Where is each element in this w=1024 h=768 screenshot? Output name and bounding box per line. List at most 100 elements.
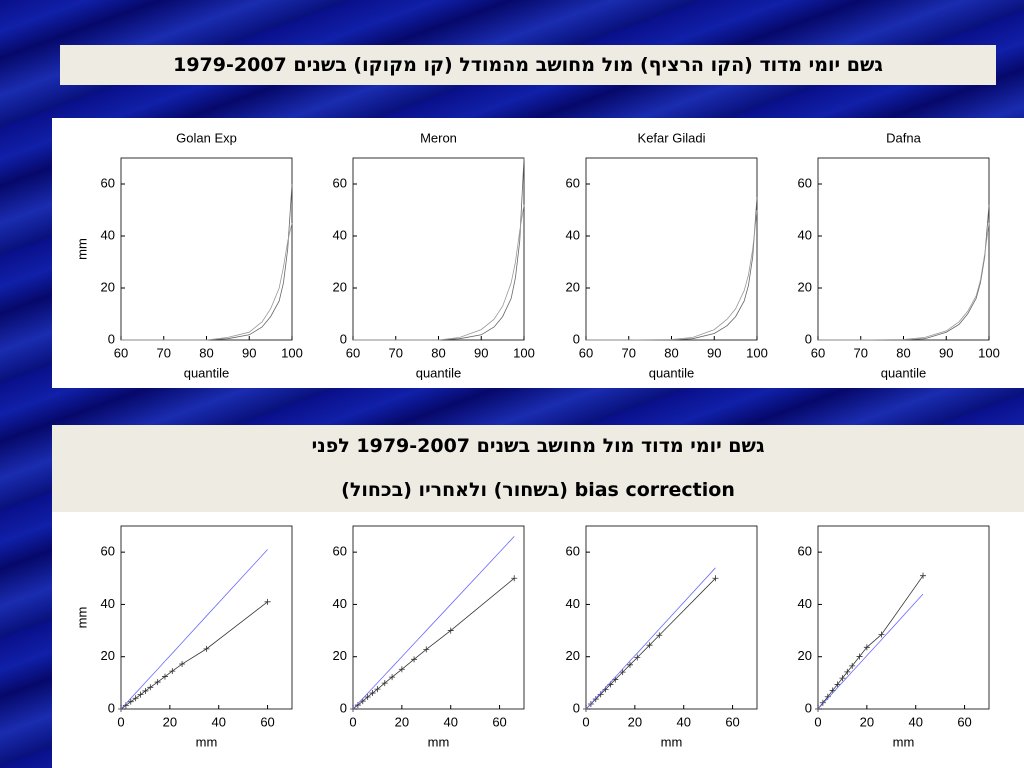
series-line — [818, 204, 990, 341]
plot-frame — [352, 525, 525, 710]
marker — [132, 695, 139, 702]
title-bottom: גשם יומי מדוד מול מחושב בשנים 1979-2007 … — [52, 425, 1024, 512]
marker — [839, 675, 846, 682]
marker — [878, 631, 885, 638]
x-tick-label: 60 — [260, 714, 274, 729]
x-tick-label: 60 — [725, 714, 739, 729]
panel-bottom — [52, 512, 1024, 768]
y-axis-label: mm — [74, 607, 89, 629]
series-line — [586, 209, 758, 341]
x-tick-label: 100 — [513, 345, 535, 360]
x-tick-label: 60 — [811, 345, 825, 360]
series-line — [120, 601, 268, 710]
series-line — [121, 183, 293, 341]
y-tick-label: 60 — [333, 175, 347, 190]
chart-title: Kefar Giladi — [638, 130, 706, 145]
x-tick-label: 40 — [211, 714, 225, 729]
series-line — [121, 222, 293, 341]
series-line — [120, 549, 268, 710]
marker — [154, 679, 161, 686]
x-tick-label: 0 — [582, 714, 589, 729]
marker — [179, 661, 186, 668]
x-tick-label: 70 — [157, 345, 171, 360]
marker — [142, 687, 149, 694]
y-tick-label: 20 — [333, 648, 347, 663]
panel-top — [52, 118, 1024, 388]
y-tick-label: 40 — [798, 596, 812, 611]
marker — [364, 693, 371, 700]
marker — [626, 661, 633, 668]
y-tick-label: 40 — [798, 227, 812, 242]
y-tick-label: 20 — [798, 648, 812, 663]
y-tick-label: 20 — [101, 279, 115, 294]
marker — [597, 691, 604, 698]
x-axis-label: mm — [428, 734, 450, 749]
marker — [147, 684, 154, 691]
y-tick-label: 40 — [566, 227, 580, 242]
x-tick-label: 60 — [346, 345, 360, 360]
y-tick-label: 0 — [108, 331, 115, 346]
marker — [712, 575, 719, 582]
x-tick-label: 70 — [389, 345, 403, 360]
y-tick-label: 0 — [573, 331, 580, 346]
marker — [447, 627, 454, 634]
x-tick-label: 20 — [395, 714, 409, 729]
y-tick-label: 60 — [566, 544, 580, 559]
y-tick-label: 40 — [566, 596, 580, 611]
y-tick-label: 0 — [573, 700, 580, 715]
y-tick-label: 60 — [566, 175, 580, 190]
x-tick-label: 0 — [349, 714, 356, 729]
y-tick-label: 60 — [333, 544, 347, 559]
y-tick-label: 0 — [340, 331, 347, 346]
y-tick-label: 40 — [101, 227, 115, 242]
y-tick-label: 20 — [566, 279, 580, 294]
marker — [264, 598, 271, 605]
y-tick-label: 20 — [101, 648, 115, 663]
marker — [354, 702, 361, 709]
series-line — [353, 204, 525, 341]
y-tick-label: 40 — [101, 596, 115, 611]
x-axis-label: quantile — [649, 365, 695, 380]
plot-frame — [817, 525, 990, 710]
title-bottom-line: גשם יומי מדוד מול מחושב בשנים 1979-2007 … — [311, 435, 765, 457]
x-tick-label: 0 — [814, 714, 821, 729]
x-tick-label: 60 — [114, 345, 128, 360]
marker — [423, 646, 430, 653]
marker — [137, 691, 144, 698]
marker — [856, 653, 863, 660]
series-line — [352, 536, 515, 710]
marker — [920, 572, 927, 579]
y-tick-label: 0 — [805, 331, 812, 346]
y-tick-label: 60 — [101, 544, 115, 559]
y-tick-label: 60 — [798, 544, 812, 559]
x-tick-label: 90 — [707, 345, 721, 360]
series-line — [817, 575, 924, 710]
marker — [374, 686, 381, 693]
plot-frame — [120, 157, 293, 341]
title-bottom-line: bias correction (בשחור) ולאחריו (בכחול) — [341, 479, 735, 501]
marker — [381, 680, 388, 687]
plot-frame — [585, 525, 758, 710]
plot-frame — [817, 157, 990, 341]
title-top: גשם יומי מדוד (הקו הרציף) מול מחושב מהמו… — [60, 45, 996, 85]
y-axis-label: mm — [74, 238, 89, 260]
marker — [369, 690, 376, 697]
x-tick-label: 80 — [431, 345, 445, 360]
x-axis-label: mm — [661, 734, 683, 749]
x-tick-label: 40 — [676, 714, 690, 729]
x-tick-label: 60 — [579, 345, 593, 360]
x-axis-label: mm — [196, 734, 218, 749]
y-tick-label: 20 — [333, 279, 347, 294]
x-tick-label: 60 — [957, 714, 971, 729]
x-tick-label: 90 — [242, 345, 256, 360]
x-tick-label: 40 — [443, 714, 457, 729]
series-line — [818, 222, 990, 341]
x-tick-label: 40 — [908, 714, 922, 729]
marker — [844, 668, 851, 675]
series-line — [817, 593, 924, 710]
x-tick-label: 90 — [939, 345, 953, 360]
marker — [634, 654, 641, 661]
x-tick-label: 60 — [492, 714, 506, 729]
